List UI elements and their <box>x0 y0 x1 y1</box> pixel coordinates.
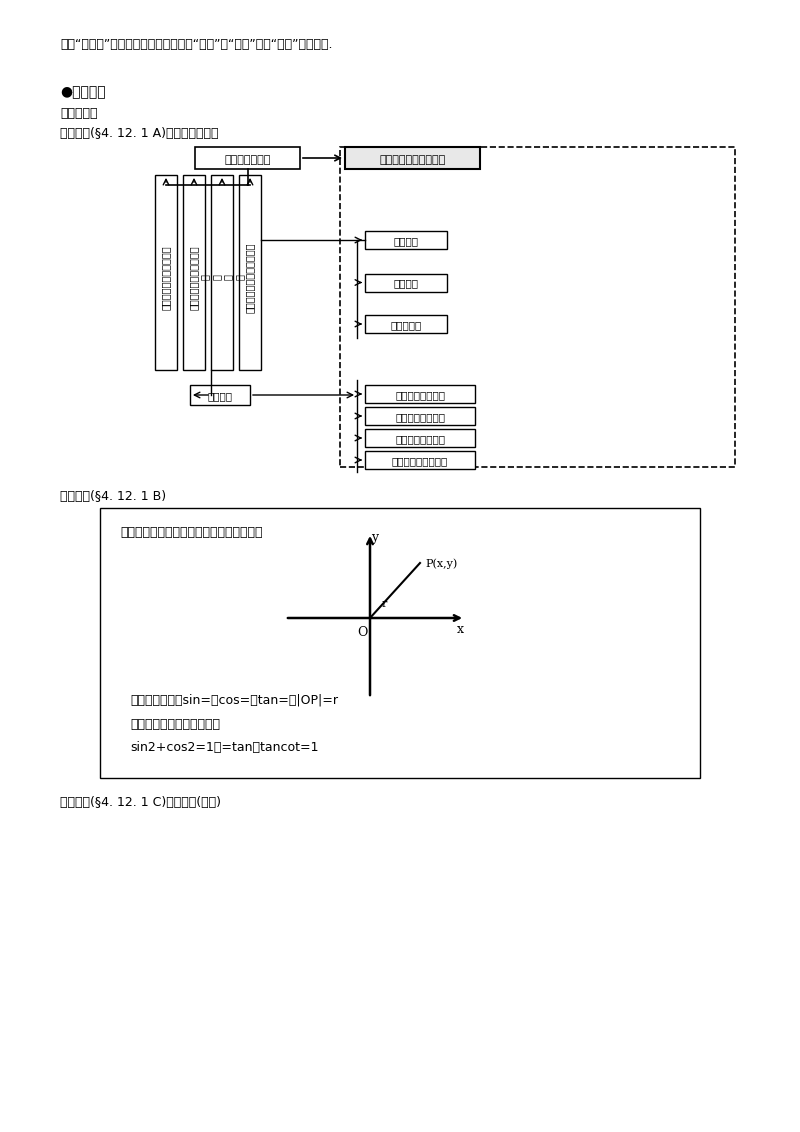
Text: 三角函数定义：sin=，cos=，tan=，|OP|=r: 三角函数定义：sin=，cos=，tan=，|OP|=r <box>130 693 338 706</box>
Text: 诱
导
公
式: 诱 导 公 式 <box>200 275 245 281</box>
Text: 和角公式: 和角公式 <box>394 235 418 246</box>
Text: 应用举例: 应用举例 <box>207 391 233 401</box>
Text: 三角函数定义及同角三角函数基本关系式：: 三角函数定义及同角三角函数基本关系式： <box>120 526 262 539</box>
Text: ●教具准备: ●教具准备 <box>60 85 106 98</box>
Bar <box>365 231 447 249</box>
Text: sin2+cos2=1，=tan，tancot=1: sin2+cos2=1，=tan，tancot=1 <box>130 741 318 754</box>
Text: 三角函数式的求值: 三角函数式的求值 <box>395 412 445 422</box>
Text: 变形公式: 变形公式 <box>394 278 418 289</box>
Text: 三角函数式的化简: 三角函数式的化简 <box>395 391 445 400</box>
Text: P(x,y): P(x,y) <box>425 558 458 568</box>
Bar <box>365 385 475 403</box>
Text: 三角函数的图象和性质: 三角函数的图象和性质 <box>379 155 446 165</box>
Text: y: y <box>371 531 378 544</box>
Text: x: x <box>457 623 463 636</box>
Text: 二倍角公式: 二倍角公式 <box>390 320 422 331</box>
Text: 运用“整体化”教学思想，引导学生生从“整体”到“局部”再到“整体”逐步认识.: 运用“整体化”教学思想，引导学生生从“整体”到“局部”再到“整体”逐步认识. <box>60 38 333 51</box>
Bar <box>365 315 447 333</box>
Text: 第一张：(§4. 12. 1 A)知识网络结构图: 第一张：(§4. 12. 1 A)知识网络结构图 <box>60 127 218 140</box>
Text: 第二张：(§4. 12. 1 B): 第二张：(§4. 12. 1 B) <box>60 490 166 503</box>
Bar <box>340 147 735 468</box>
Text: 三角函数的综合应用: 三角函数的综合应用 <box>392 456 448 466</box>
Text: 幻灯片五张: 幻灯片五张 <box>60 108 98 120</box>
Text: 两角和与差的三角函数公式: 两角和与差的三角函数公式 <box>245 242 255 312</box>
Bar <box>239 175 261 370</box>
Bar <box>100 508 700 778</box>
Bar <box>365 451 475 469</box>
Bar <box>195 147 300 169</box>
Bar <box>365 274 447 292</box>
Text: 三角函数的定义: 三角函数的定义 <box>224 155 270 165</box>
Text: O: O <box>357 626 367 638</box>
Bar <box>211 175 233 370</box>
Bar <box>183 175 205 370</box>
Bar <box>190 385 250 405</box>
Bar <box>365 408 475 424</box>
Bar <box>155 175 177 370</box>
Text: 同角的三角函数的关系式: 同角的三角函数的关系式 <box>189 246 199 310</box>
Text: 三角函数式的证明: 三角函数式的证明 <box>395 434 445 444</box>
Bar <box>365 429 475 447</box>
Text: 任意角的三角函数的符号: 任意角的三角函数的符号 <box>161 246 171 310</box>
Text: 同角三角函数基本关系式：: 同角三角函数基本关系式： <box>130 718 220 731</box>
Bar <box>345 147 480 169</box>
Text: 第三张：(§4. 12. 1 C)诱导公式(五组): 第三张：(§4. 12. 1 C)诱导公式(五组) <box>60 796 221 809</box>
Text: r: r <box>382 599 387 609</box>
